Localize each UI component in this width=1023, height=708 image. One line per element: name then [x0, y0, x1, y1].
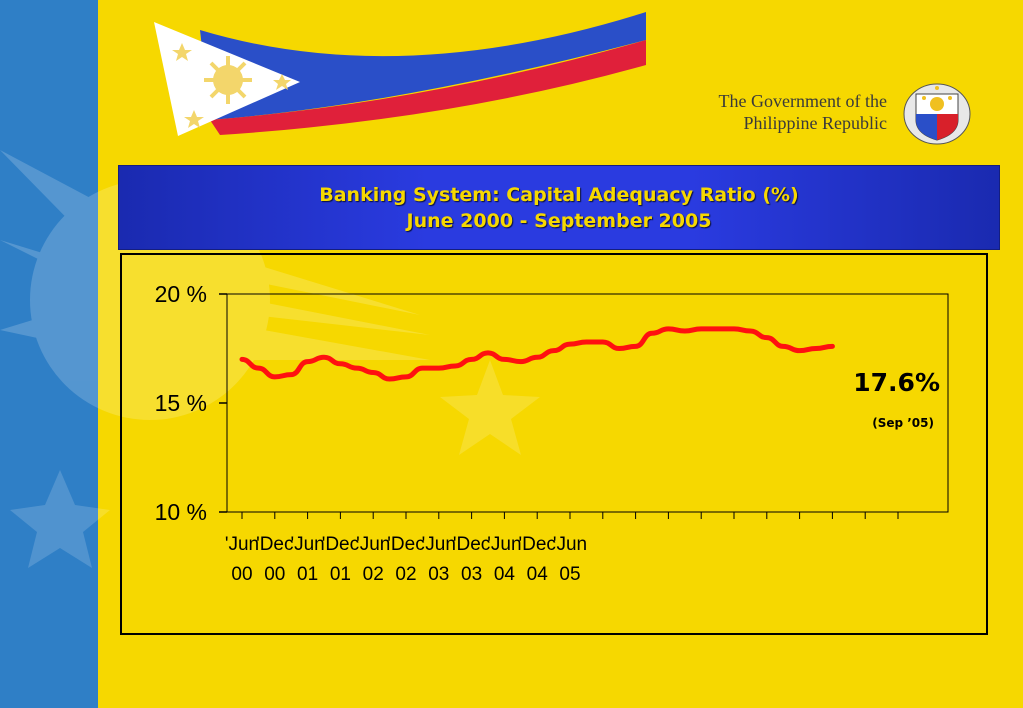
y-tick-label: 10 %	[155, 499, 207, 525]
x-tick-label-year: 04	[527, 564, 549, 585]
plot-area	[226, 293, 949, 513]
chart-frame	[120, 253, 988, 635]
x-tick-label-year: 03	[428, 564, 449, 585]
last-value-label: 17.6%	[853, 368, 940, 397]
x-tick-label: 'Jun	[290, 534, 324, 555]
x-tick-label-year: 00	[264, 564, 285, 585]
government-seal-icon	[903, 83, 971, 145]
philippine-flag-icon	[154, 12, 646, 136]
x-tick-label: 'Dec	[518, 534, 555, 555]
x-tick-label: 'Dec	[322, 534, 359, 555]
y-tick-label: 20 %	[155, 281, 207, 307]
x-tick-label: 'Dec	[256, 534, 293, 555]
y-tick-label: 15 %	[155, 390, 207, 416]
x-tick-label-year: 04	[494, 564, 516, 585]
x-tick-label-year: 05	[559, 564, 580, 585]
last-date-label: (Sep ’05)	[872, 416, 934, 430]
x-tick-label-year: 01	[297, 564, 318, 585]
government-title-line1: The Government of the	[718, 91, 887, 111]
x-tick-label: 'Jun	[356, 534, 390, 555]
chart-subtitle: June 2000 - September 2005	[406, 210, 712, 232]
x-tick-label-year: 02	[363, 564, 384, 585]
x-tick-label: 'Dec	[453, 534, 490, 555]
x-tick-label: 'Jun	[553, 534, 587, 555]
chart-title-box: Banking System: Capital Adequacy Ratio (…	[118, 165, 1000, 250]
series-line	[239, 326, 835, 382]
x-tick-label-year: 03	[461, 564, 482, 585]
left-color-band	[0, 0, 98, 708]
government-title-line2: Philippine Republic	[743, 113, 888, 133]
star-decor	[10, 360, 540, 568]
x-tick-label-year: 00	[231, 564, 252, 585]
x-tick-label: 'Jun	[487, 534, 521, 555]
x-tick-label: 'Jun	[422, 534, 456, 555]
x-tick-label-year: 01	[330, 564, 351, 585]
x-tick-label: 'Jun	[225, 534, 259, 555]
x-tick-label-year: 02	[395, 564, 416, 585]
government-title: The Government of the Philippine Republi…	[719, 90, 887, 134]
x-tick-label: 'Dec	[387, 534, 424, 555]
chart-title: Banking System: Capital Adequacy Ratio (…	[319, 184, 799, 206]
